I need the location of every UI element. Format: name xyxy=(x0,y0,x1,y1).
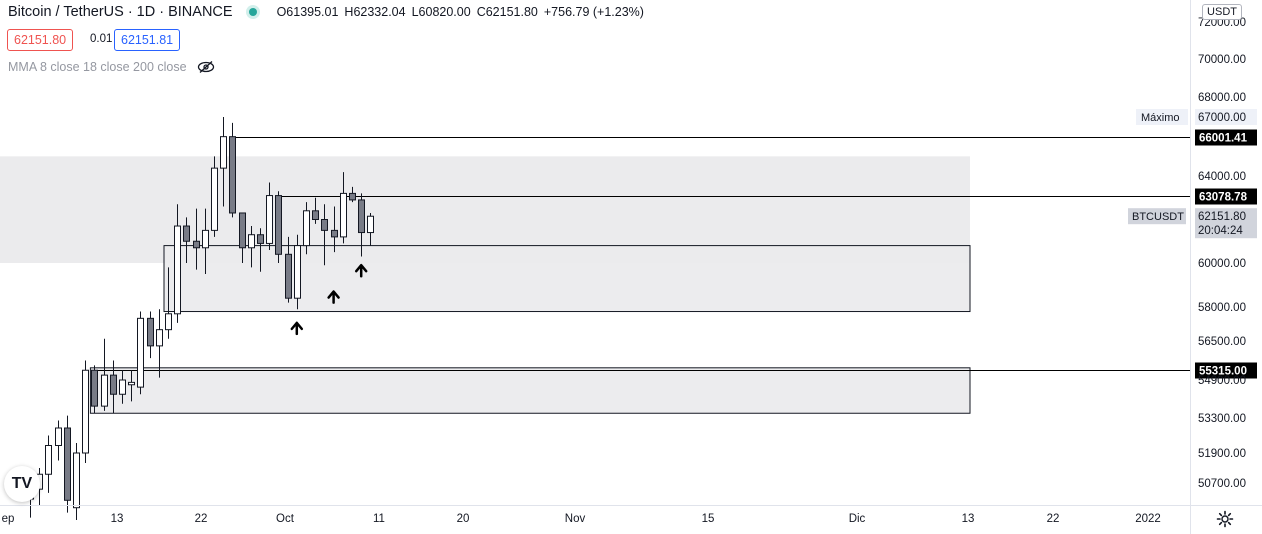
sell-price-button[interactable]: 62151.80 xyxy=(7,29,74,51)
y-tick-label: 50700.00 xyxy=(1198,478,1246,490)
up-arrow-icon xyxy=(354,263,368,278)
candle-body[interactable] xyxy=(45,445,52,475)
max-value-bg xyxy=(1195,109,1257,125)
candle-body[interactable] xyxy=(193,240,200,249)
symbol-tag-bg xyxy=(1128,208,1186,225)
candle-body[interactable] xyxy=(156,329,163,347)
zone-2[interactable] xyxy=(89,367,971,414)
x-tick-label: 22 xyxy=(1047,513,1060,525)
indicator-legend[interactable]: MMA 8 close 18 close 200 close xyxy=(8,60,215,74)
x-tick-label: 2022 xyxy=(1135,513,1161,525)
current-price-bg xyxy=(1195,208,1257,239)
candle-body[interactable] xyxy=(367,215,374,234)
y-tick-label: 58000.00 xyxy=(1198,302,1246,314)
x-tick-label: Oct xyxy=(276,513,295,525)
x-tick-label: 13 xyxy=(962,513,975,525)
candle-body[interactable] xyxy=(165,313,172,331)
candle-body[interactable] xyxy=(119,379,126,395)
level-label-0: 66001.41 xyxy=(1199,133,1248,145)
current-price: 62151.80 xyxy=(1198,211,1246,223)
y-tick-label: 68000.00 xyxy=(1198,92,1246,104)
candle-body[interactable] xyxy=(312,210,319,221)
ohlc-close: C62151.80 xyxy=(476,5,538,19)
level-label-bg-2 xyxy=(1195,362,1257,379)
max-value: 67000.00 xyxy=(1198,112,1246,124)
spread-value: 0.01 xyxy=(90,33,113,45)
candle-body[interactable] xyxy=(248,234,255,249)
x-tick-label: Dic xyxy=(849,513,866,525)
candle-body[interactable] xyxy=(349,192,356,201)
level-label-1: 63078.78 xyxy=(1199,192,1248,204)
level-label-bg-1 xyxy=(1195,188,1257,205)
x-tick-label: 20 xyxy=(457,513,470,525)
ohlc-change: +756.79 (+1.23%) xyxy=(543,5,644,19)
candle-body[interactable] xyxy=(202,229,209,249)
up-arrow-icon xyxy=(327,290,340,304)
symbol-header: Bitcoin / TetherUS · 1D · BINANCE O61395… xyxy=(8,4,644,20)
candle-body[interactable] xyxy=(285,253,292,299)
up-arrow-icon xyxy=(290,321,304,336)
x-tick-label: 15 xyxy=(702,513,715,525)
ohlc-high: H62332.04 xyxy=(344,5,406,19)
tradingview-logo[interactable]: TV xyxy=(4,466,40,502)
x-tick-label: ep xyxy=(2,513,15,525)
x-tick-label: 22 xyxy=(195,513,208,525)
candle-body[interactable] xyxy=(82,369,89,454)
candle-body[interactable] xyxy=(55,427,62,446)
candle-body[interactable] xyxy=(211,167,218,231)
candle-body[interactable] xyxy=(137,317,144,388)
indicator-label: MMA 8 close 18 close 200 close xyxy=(8,60,187,74)
countdown: 20:04:24 xyxy=(1198,225,1243,237)
candle-body[interactable] xyxy=(266,195,273,244)
candle-body[interactable] xyxy=(174,225,181,315)
max-label: Máximo xyxy=(1141,112,1180,124)
buy-price-button[interactable]: 62151.81 xyxy=(114,29,181,51)
x-tick-label: Nov xyxy=(565,513,586,525)
candle-body[interactable] xyxy=(239,212,246,249)
candle-body[interactable] xyxy=(321,219,328,231)
y-tick-label: 56500.00 xyxy=(1198,336,1246,348)
candle-body[interactable] xyxy=(110,374,117,395)
max-label-bg xyxy=(1136,109,1188,125)
candle-body[interactable] xyxy=(229,136,236,214)
candle-body[interactable] xyxy=(257,234,264,244)
candle-body[interactable] xyxy=(101,374,108,407)
candle-body[interactable] xyxy=(275,195,282,255)
y-tick-label: 51900.00 xyxy=(1198,448,1246,460)
ohlc-low: L60820.00 xyxy=(411,5,471,19)
candle-body[interactable] xyxy=(220,136,227,169)
candle-body[interactable] xyxy=(64,427,71,501)
candle-body[interactable] xyxy=(128,381,135,386)
level-label-2: 55315.00 xyxy=(1199,366,1247,378)
symbol-tag: BTCUSDT xyxy=(1132,211,1184,223)
currency-button[interactable]: USDT xyxy=(1202,4,1242,20)
candle-body[interactable] xyxy=(358,199,365,234)
candle-body[interactable] xyxy=(91,369,98,407)
symbol-title[interactable]: Bitcoin / TetherUS · 1D · BINANCE xyxy=(8,4,233,20)
y-tick-label: 70000.00 xyxy=(1198,54,1246,66)
candle-body[interactable] xyxy=(340,192,347,238)
zone-1[interactable] xyxy=(163,245,971,313)
candle-body[interactable] xyxy=(294,245,301,299)
candle-body[interactable] xyxy=(183,225,190,242)
y-tick-label: 53300.00 xyxy=(1198,413,1246,425)
ohlc-open: O61395.01 xyxy=(276,5,339,19)
x-tick-label: 13 xyxy=(111,513,124,525)
y-tick-label: 72000.00 xyxy=(1198,17,1246,29)
y-tick-label: 60000.00 xyxy=(1198,258,1246,270)
level-label-bg-0 xyxy=(1195,129,1257,146)
candle-body[interactable] xyxy=(331,229,338,238)
y-tick-label: 64000.00 xyxy=(1198,171,1246,183)
x-tick-label: 11 xyxy=(373,513,385,525)
y-tick-label: 54900.00 xyxy=(1198,375,1246,387)
candle-body[interactable] xyxy=(303,210,310,247)
market-status-icon xyxy=(248,8,257,16)
candle-body[interactable] xyxy=(147,317,154,347)
candle-body[interactable] xyxy=(73,452,80,509)
gear-icon[interactable] xyxy=(1216,510,1234,528)
eye-hidden-icon[interactable] xyxy=(197,60,215,74)
